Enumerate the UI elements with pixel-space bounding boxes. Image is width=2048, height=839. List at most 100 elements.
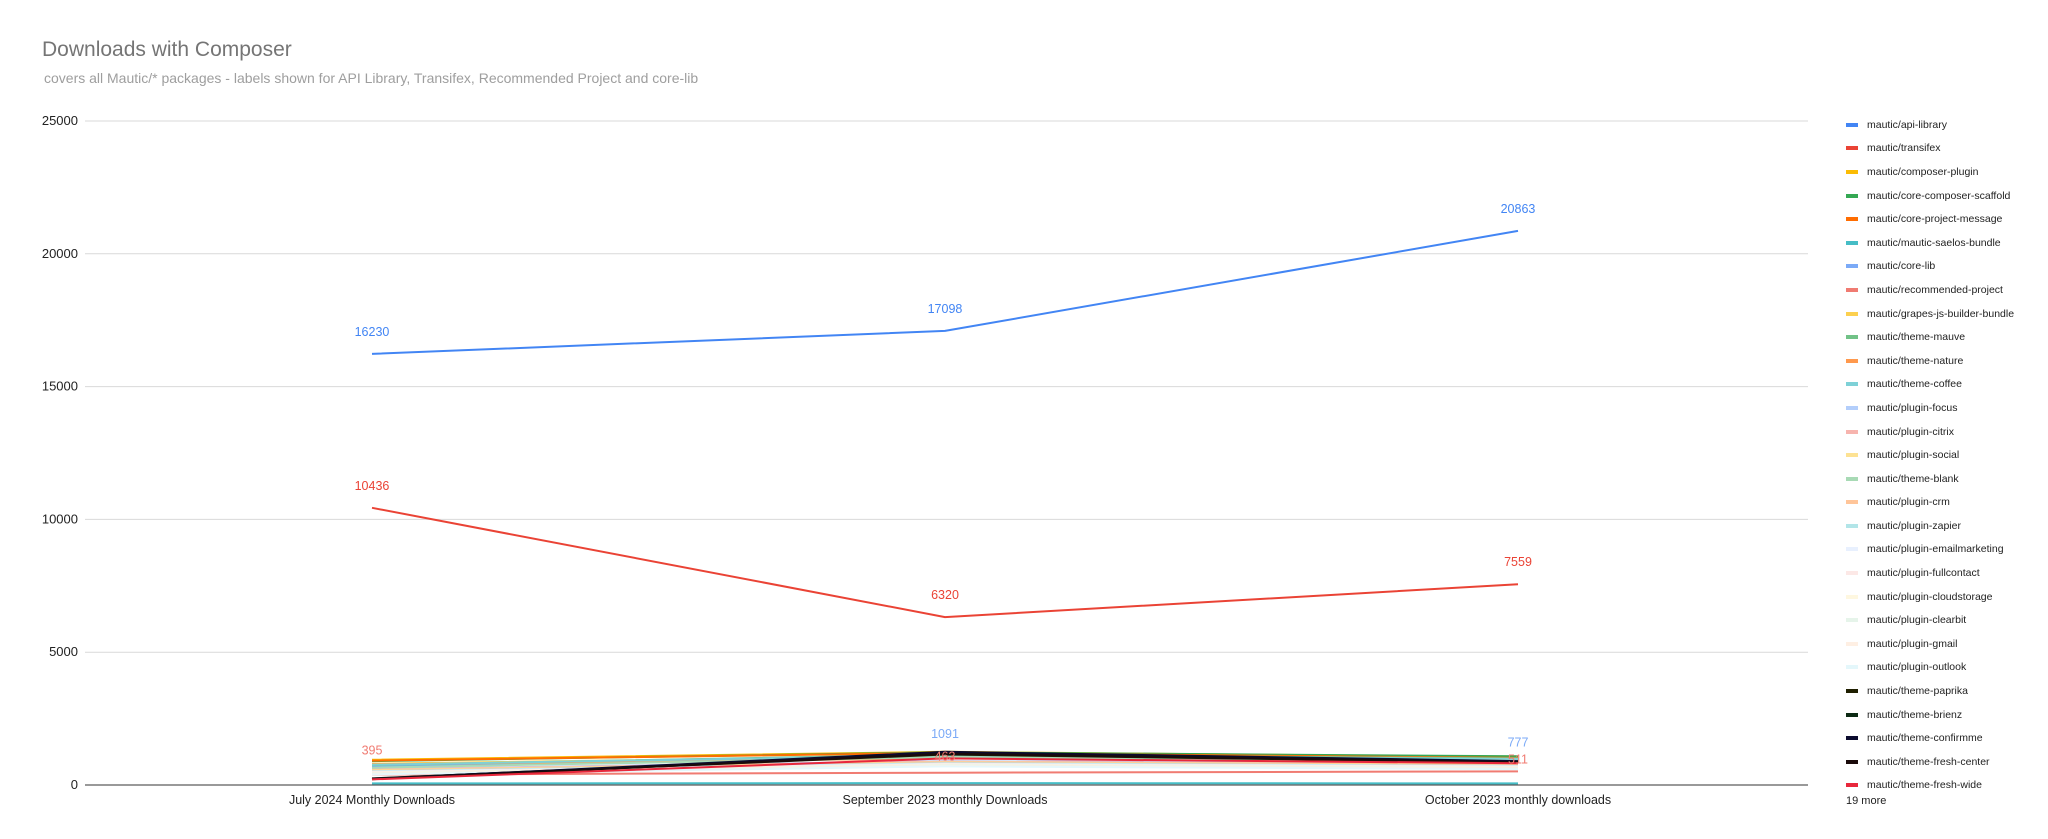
legend-item: mautic/transifex — [1846, 137, 2046, 161]
legend-label: mautic/core-composer-scaffold — [1867, 189, 2011, 202]
legend-label: mautic/theme-mauve — [1867, 331, 1966, 344]
legend-label: mautic/grapes-js-builder-bundle — [1867, 307, 2015, 320]
legend-label: mautic/plugin-citrix — [1867, 425, 1954, 438]
legend-item: mautic/recommended-project — [1846, 278, 2046, 302]
legend-label: mautic/theme-coffee — [1867, 378, 1962, 391]
chart-title: Downloads with Composer — [42, 38, 292, 61]
legend-item: mautic/plugin-citrix — [1846, 420, 2046, 444]
legend-item: mautic/theme-blank — [1846, 467, 2046, 491]
data-label: 463 — [935, 750, 956, 764]
data-label: 1091 — [931, 727, 959, 741]
legend-swatch — [1846, 500, 1858, 505]
legend-label: mautic/core-lib — [1867, 260, 1936, 273]
y-tick-label: 15000 — [42, 379, 78, 394]
legend-swatch — [1846, 335, 1858, 340]
legend-swatch — [1846, 476, 1858, 481]
legend-item: mautic/core-lib — [1846, 255, 2046, 279]
legend-label: mautic/theme-confirmme — [1867, 732, 1983, 745]
legend-item: mautic/plugin-zapier — [1846, 514, 2046, 538]
legend-item: mautic/plugin-gmail — [1846, 632, 2046, 656]
legend-label: mautic/plugin-social — [1867, 449, 1960, 462]
series-line — [371, 770, 1519, 776]
data-label: 20863 — [1501, 202, 1536, 216]
series-line — [371, 757, 1519, 781]
legend-label: mautic/plugin-zapier — [1867, 519, 1961, 532]
legend-swatch — [1846, 453, 1858, 458]
legend-label: mautic/mautic-saelos-bundle — [1867, 236, 2001, 249]
data-label: 6320 — [931, 588, 959, 602]
data-label: 7559 — [1504, 555, 1532, 569]
legend-label: mautic/plugin-focus — [1867, 401, 1958, 414]
legend-swatch — [1846, 240, 1858, 245]
legend-item: mautic/plugin-crm — [1846, 491, 2046, 515]
legend-item: mautic/plugin-focus — [1846, 396, 2046, 420]
legend-swatch — [1846, 783, 1858, 788]
legend-label: mautic/recommended-project — [1867, 283, 2003, 296]
legend-swatch — [1846, 287, 1858, 292]
x-tick-label: July 2024 Monthly Downloads — [289, 793, 455, 807]
x-tick-label: October 2023 monthly downloads — [1425, 793, 1611, 807]
legend-swatch — [1846, 712, 1858, 717]
legend-item: mautic/theme-coffee — [1846, 373, 2046, 397]
legend-swatch — [1846, 571, 1858, 576]
series-line — [371, 506, 1519, 619]
y-tick-label: 0 — [71, 777, 78, 792]
legend-swatch — [1846, 146, 1858, 151]
axes: 0 5000 10000 15000 20000 25000 July 2024 Month… — [42, 113, 1808, 807]
legend-item: mautic/theme-mauve — [1846, 325, 2046, 349]
legend-swatch — [1846, 523, 1858, 528]
legend-swatch — [1846, 217, 1858, 222]
y-tick-label: 10000 — [42, 511, 78, 526]
x-tick-label: September 2023 monthly Downloads — [843, 793, 1048, 807]
data-label: 16230 — [355, 325, 390, 339]
legend-swatch — [1846, 429, 1858, 434]
legend-swatch — [1846, 122, 1858, 127]
legend-swatch — [1846, 264, 1858, 269]
legend-item: mautic/grapes-js-builder-bundle — [1846, 302, 2046, 326]
legend-swatch — [1846, 689, 1858, 694]
legend-item: mautic/plugin-fullcontact — [1846, 561, 2046, 585]
legend-item: mautic/theme-fresh-wide — [1846, 774, 2046, 798]
legend-item: mautic/plugin-clearbit — [1846, 608, 2046, 632]
legend-item: mautic/core-project-message — [1846, 207, 2046, 231]
gridlines — [85, 120, 1808, 653]
data-labels: 16230 17098 20863 10436 6320 7559 1091 777 395 46… — [355, 202, 1536, 767]
data-label: 395 — [362, 744, 383, 758]
legend-swatch — [1846, 547, 1858, 552]
legend-swatch — [1846, 618, 1858, 623]
legend-swatch — [1846, 665, 1858, 670]
legend-label: mautic/theme-paprika — [1867, 685, 1968, 698]
data-label: 10436 — [355, 479, 390, 493]
legend-label: mautic/plugin-outlook — [1867, 661, 1967, 674]
legend-swatch — [1846, 594, 1858, 599]
data-label: 17098 — [928, 302, 963, 316]
series-line — [371, 752, 1519, 781]
legend-label: mautic/plugin-cloudstorage — [1867, 590, 1993, 603]
legend-label: mautic/theme-brienz — [1867, 708, 1963, 721]
data-label: 777 — [1508, 735, 1529, 749]
legend-label: mautic/plugin-gmail — [1867, 637, 1958, 650]
legend-swatch — [1846, 169, 1858, 174]
legend-label: mautic/theme-blank — [1867, 472, 1959, 485]
legend-swatch — [1846, 193, 1858, 198]
legend-item: mautic/plugin-outlook — [1846, 656, 2046, 680]
legend-swatch — [1846, 641, 1858, 646]
legend-label: mautic/composer-plugin — [1867, 165, 1979, 178]
legend: mautic/api-library mautic/transifex mautic… — [1846, 113, 2046, 797]
legend-swatch — [1846, 405, 1858, 410]
y-tick-label: 5000 — [49, 644, 78, 659]
legend-item: mautic/theme-nature — [1846, 349, 2046, 373]
line-chart: 16230 17098 20863 10436 6320 7559 1091 777 395 46… — [42, 113, 1808, 807]
legend-item: mautic/plugin-emailmarketing — [1846, 538, 2046, 562]
legend-item: mautic/theme-fresh-center — [1846, 750, 2046, 774]
legend-swatch — [1846, 382, 1858, 387]
legend-item: mautic/plugin-cloudstorage — [1846, 585, 2046, 609]
data-label: 511 — [1508, 752, 1528, 766]
chart-subtitle: covers all Mautic/* packages - labels sh… — [44, 70, 699, 86]
y-tick-label: 20000 — [42, 246, 78, 261]
legend-label: mautic/theme-fresh-wide — [1867, 779, 1982, 792]
legend-label: mautic/transifex — [1867, 142, 1941, 155]
legend-more-link[interactable]: 19 more — [1846, 795, 1887, 807]
legend-swatch — [1846, 759, 1858, 764]
legend-item: mautic/api-library — [1846, 113, 2046, 137]
